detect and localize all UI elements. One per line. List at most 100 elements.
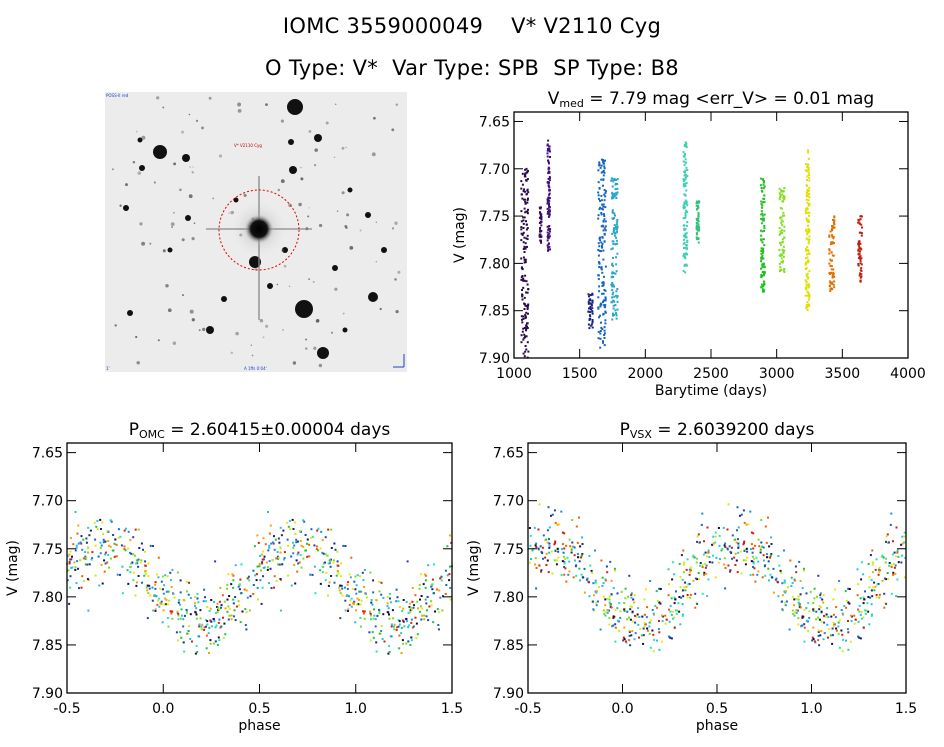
data-point [188, 581, 190, 584]
data-point [411, 586, 414, 589]
data-point [808, 252, 811, 255]
data-point [378, 590, 381, 593]
data-point [683, 201, 686, 204]
data-point [682, 238, 685, 241]
data-point [290, 555, 293, 558]
data-point [408, 624, 411, 627]
data-point [344, 545, 347, 547]
data-point [612, 257, 614, 259]
data-point [283, 557, 286, 559]
data-point [729, 569, 732, 572]
data-point [860, 263, 863, 266]
data-point [624, 597, 627, 600]
data-point [819, 594, 822, 596]
data-point [697, 241, 700, 244]
data-point [873, 581, 876, 584]
data-point [901, 554, 903, 557]
data-point [171, 617, 174, 620]
data-point [78, 559, 81, 561]
data-point [616, 230, 618, 233]
data-point [804, 212, 807, 215]
data-point [587, 293, 590, 296]
x-tick-label: 0.0 [152, 701, 174, 717]
data-point [645, 616, 648, 619]
data-point [252, 593, 255, 595]
x-tick-label: 2000 [628, 366, 664, 382]
data-point [878, 596, 881, 599]
data-point [273, 575, 276, 578]
data-point [612, 587, 615, 590]
data-point [409, 643, 412, 646]
data-point [575, 564, 578, 567]
data-point [254, 574, 257, 577]
data-point [347, 608, 350, 611]
data-point [613, 227, 615, 230]
data-point [522, 216, 525, 219]
data-point [684, 144, 687, 147]
data-point [425, 615, 428, 618]
data-point [378, 611, 381, 614]
data-point [547, 236, 550, 239]
data-point [774, 578, 777, 581]
data-point [168, 599, 171, 602]
data-point [832, 237, 835, 240]
data-point [778, 564, 781, 567]
data-point [226, 587, 228, 590]
data-point [807, 221, 810, 224]
data-point [253, 545, 256, 548]
data-point [213, 601, 216, 603]
data-point [603, 344, 606, 347]
data-point [763, 185, 766, 188]
data-point [310, 528, 313, 531]
data-point [535, 546, 538, 548]
x-tick-label: 1500 [562, 366, 598, 382]
data-point [795, 609, 798, 612]
data-point [742, 559, 745, 562]
data-point [869, 554, 872, 557]
data-point [339, 584, 342, 587]
data-point [653, 613, 655, 616]
data-point [433, 563, 435, 566]
data-point [183, 599, 186, 602]
data-point [737, 542, 740, 545]
x-tick-label: 0.5 [248, 701, 270, 717]
data-point [161, 588, 164, 591]
data-point [520, 276, 523, 279]
data-point [863, 598, 866, 601]
data-point [600, 268, 603, 271]
data-point [583, 591, 586, 594]
chart-title-main: P [620, 420, 630, 440]
data-point [806, 291, 809, 294]
data-point [306, 542, 308, 545]
data-point [613, 234, 616, 237]
data-point [859, 259, 862, 262]
data-point [782, 194, 785, 197]
data-point [697, 204, 699, 207]
data-point [547, 249, 549, 252]
data-point [893, 551, 896, 554]
data-point [729, 550, 732, 553]
data-point [755, 556, 758, 559]
data-point [208, 652, 210, 654]
data-point [807, 171, 810, 174]
data-point [895, 595, 898, 598]
data-point [91, 557, 94, 559]
chart-title: POMC = 2.60415±0.00004 days [129, 420, 391, 441]
data-point [564, 557, 566, 560]
data-point [880, 555, 883, 558]
data-point [823, 621, 826, 624]
data-point [603, 334, 606, 336]
data-point [762, 181, 765, 184]
data-point [523, 236, 526, 239]
data-point [240, 592, 243, 595]
data-point [246, 596, 249, 599]
data-point [85, 537, 88, 540]
data-point [170, 586, 173, 588]
data-point [625, 641, 628, 644]
data-point [697, 211, 700, 214]
data-point [322, 552, 325, 555]
data-point [545, 564, 548, 566]
data-point [806, 246, 809, 248]
data-point [616, 187, 619, 190]
data-point [806, 191, 808, 194]
